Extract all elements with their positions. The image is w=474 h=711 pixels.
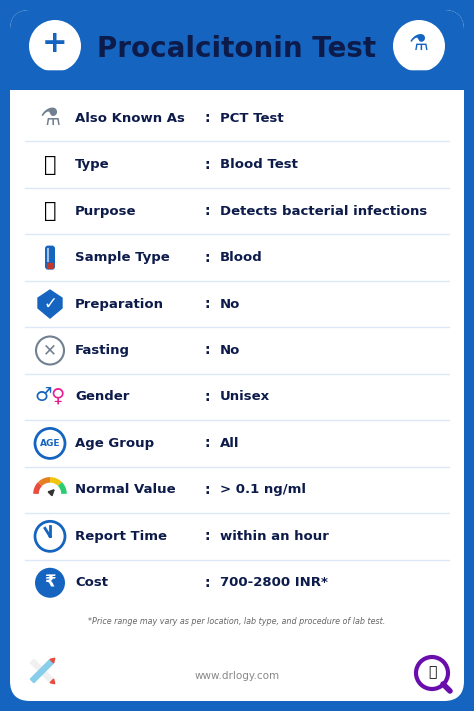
Polygon shape <box>50 658 55 663</box>
Text: Procalcitonin Test: Procalcitonin Test <box>98 35 376 63</box>
Text: ✕: ✕ <box>43 341 57 360</box>
Text: Sample Type: Sample Type <box>75 251 170 264</box>
Text: ✓: ✓ <box>43 295 57 313</box>
Text: Report Time: Report Time <box>75 530 167 542</box>
Text: :: : <box>204 576 210 589</box>
Text: Preparation: Preparation <box>75 297 164 311</box>
Bar <box>10 50 464 90</box>
Text: ₹: ₹ <box>44 574 56 592</box>
Text: Gender: Gender <box>75 390 129 403</box>
Text: Age Group: Age Group <box>75 437 154 450</box>
Text: +: + <box>42 28 68 58</box>
Text: ♀: ♀ <box>50 387 64 405</box>
FancyBboxPatch shape <box>45 245 55 269</box>
Text: :: : <box>204 483 210 497</box>
Text: Fasting: Fasting <box>75 344 130 357</box>
Polygon shape <box>30 659 54 683</box>
Text: :: : <box>204 250 210 264</box>
Circle shape <box>29 20 81 72</box>
Text: :: : <box>204 297 210 311</box>
Text: :: : <box>204 111 210 125</box>
Text: No: No <box>220 344 240 357</box>
Text: Also Known As: Also Known As <box>75 112 185 124</box>
Text: :: : <box>204 343 210 358</box>
Text: *Price range may vary as per location, lab type, and procedure of lab test.: *Price range may vary as per location, l… <box>88 616 386 626</box>
Text: 💡: 💡 <box>44 201 56 221</box>
Text: www.drlogy.com: www.drlogy.com <box>194 671 280 681</box>
Text: Drlogy: Drlogy <box>44 56 66 62</box>
Circle shape <box>48 535 52 538</box>
Polygon shape <box>50 679 55 684</box>
Text: Unisex: Unisex <box>220 390 270 403</box>
Text: AGE: AGE <box>40 439 60 448</box>
Polygon shape <box>38 290 62 318</box>
Text: Blood Test: Blood Test <box>220 158 298 171</box>
Text: Normal Value: Normal Value <box>75 483 176 496</box>
Text: Type: Type <box>75 158 109 171</box>
Text: :: : <box>204 529 210 543</box>
Text: > 0.1 ng/ml: > 0.1 ng/ml <box>220 483 306 496</box>
Text: 700-2800 INR*: 700-2800 INR* <box>220 577 328 589</box>
Polygon shape <box>30 659 54 683</box>
FancyBboxPatch shape <box>10 10 464 90</box>
Text: Blood: Blood <box>220 251 263 264</box>
Text: :: : <box>204 390 210 404</box>
Circle shape <box>393 20 445 72</box>
Text: Purpose: Purpose <box>75 205 137 218</box>
Text: ⚗: ⚗ <box>39 106 61 130</box>
Text: All: All <box>220 437 239 450</box>
Text: :: : <box>204 204 210 218</box>
Text: 🔬: 🔬 <box>44 155 56 175</box>
Polygon shape <box>404 71 434 80</box>
FancyBboxPatch shape <box>10 10 464 701</box>
Text: Cost: Cost <box>75 577 108 589</box>
Text: :: : <box>204 158 210 171</box>
Circle shape <box>35 568 65 598</box>
Text: Test: Test <box>412 56 426 62</box>
Text: 🩸: 🩸 <box>428 665 436 679</box>
Text: within an hour: within an hour <box>220 530 329 542</box>
Text: :: : <box>204 437 210 450</box>
Text: PCT Test: PCT Test <box>220 112 283 124</box>
Text: No: No <box>220 297 240 311</box>
Polygon shape <box>40 71 70 80</box>
Text: Detects bacterial infections: Detects bacterial infections <box>220 205 427 218</box>
Text: ⚗: ⚗ <box>409 34 429 54</box>
Text: ♂: ♂ <box>34 387 52 405</box>
